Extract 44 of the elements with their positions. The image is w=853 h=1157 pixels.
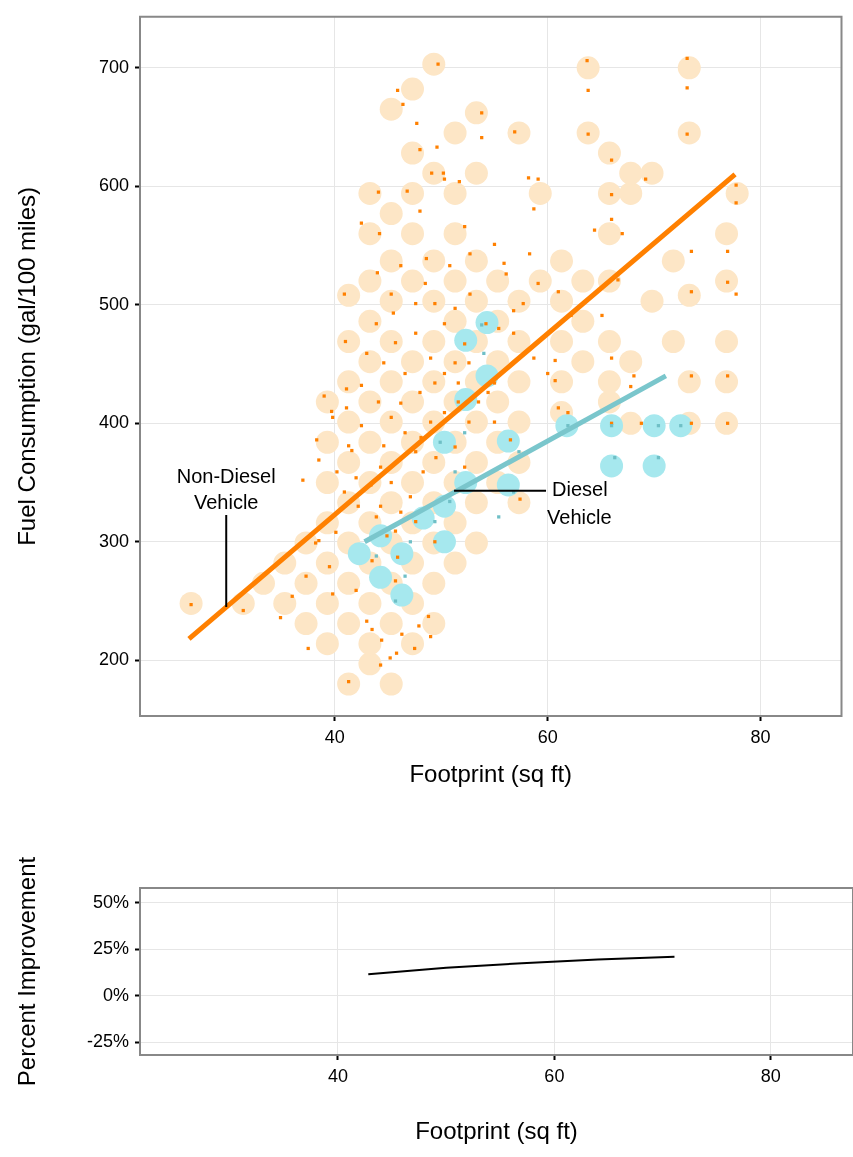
point [432,530,456,554]
point [480,323,484,327]
y-axis-title: Percent Improvement [13,856,41,1087]
point [369,565,393,589]
point [453,470,457,474]
y-tick-label: 50% [92,891,129,912]
y-tick-label: 300 [98,530,129,551]
point [517,450,521,454]
y-tick-label: -25% [86,1030,129,1051]
y-tick-label: 25% [92,938,129,959]
x-tick-label: 80 [760,1065,781,1086]
x-tick-label: 40 [327,1065,349,1086]
y-tick-label: 400 [98,412,129,433]
point [347,542,371,566]
point [566,424,570,428]
point [600,414,624,438]
point [497,515,501,519]
y-tick-label: 700 [98,56,129,77]
x-axis-title: Footprint (sq ft) [409,760,573,788]
point [403,574,407,578]
y-tick-label: 0% [102,984,129,1005]
point [454,328,478,352]
x-tick-label: 60 [537,726,558,747]
y-tick-label: 600 [98,175,129,196]
x-tick-label: 40 [324,726,345,747]
point [393,599,398,603]
y-axis-title: Fuel Consumption (gal/100 miles) [13,186,41,546]
point [496,429,520,453]
x-axis-title: Footprint (sq ft) [415,1117,578,1145]
annotation: Non-Diesel Vehicle [176,464,276,513]
x-tick-label: 80 [750,726,771,747]
point [669,414,693,438]
annotation: Diesel Vehicle [547,478,612,529]
point [600,454,624,478]
point [642,414,666,438]
y-tick-label: 500 [98,293,129,314]
point [432,430,456,454]
x-tick-label: 60 [544,1065,565,1086]
y-tick-label: 200 [98,649,129,670]
point [642,454,666,478]
point [390,542,414,566]
point [390,583,414,607]
point [475,311,499,335]
point [374,554,378,558]
